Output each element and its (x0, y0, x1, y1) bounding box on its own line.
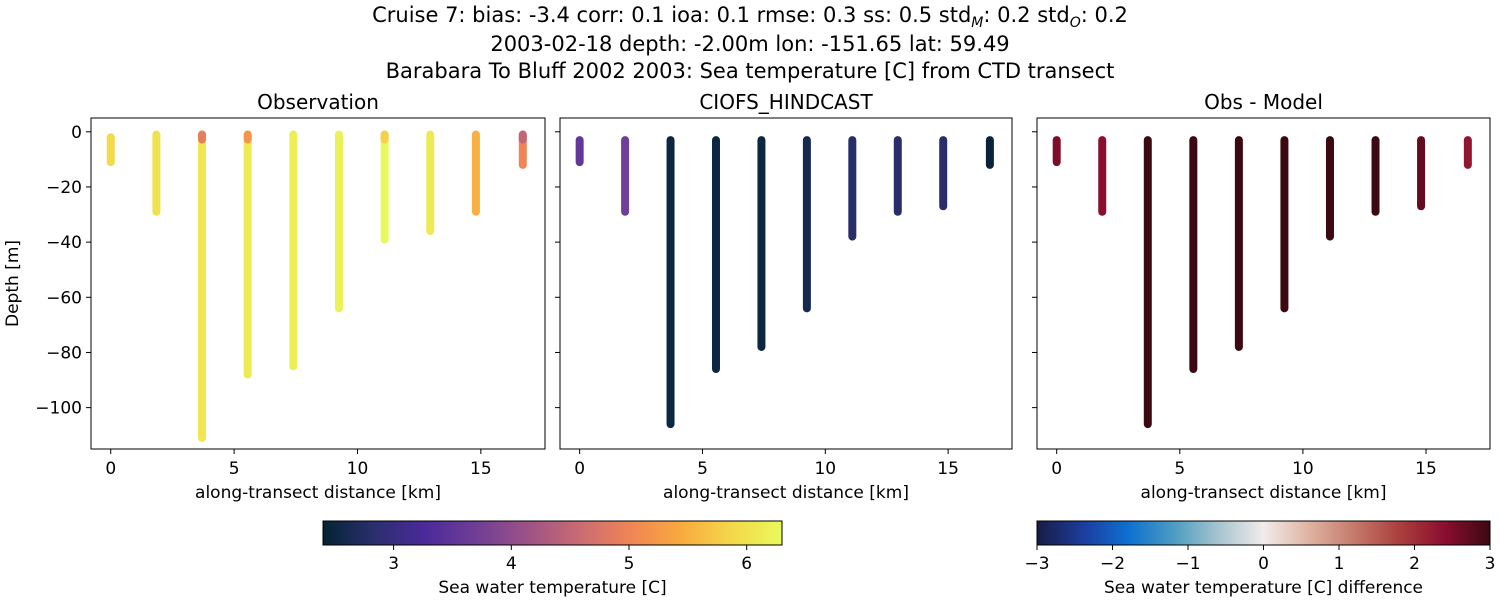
x-tick-label: 0 (105, 459, 116, 479)
colorbar-tick-label: 4 (506, 554, 517, 574)
x-tick-label: 5 (697, 459, 708, 479)
suptitle-line-1-text-a: Cruise 7: bias: -3.4 corr: 0.1 ioa: 0.1 … (372, 3, 972, 27)
panel-title: CIOFS_HINDCAST (699, 90, 873, 114)
panel-2: Obs - Model 0 5 10 15 along-transect distance… (1032, 90, 1491, 503)
x-tick-label: 15 (470, 459, 492, 479)
panel-title: Obs - Model (1204, 90, 1323, 114)
colorbar-tick-label: −3 (1024, 554, 1049, 574)
x-axis-label: along-transect distance [km] (195, 483, 441, 503)
colorbar-gradient (1036, 520, 1491, 546)
x-tick-label: 5 (229, 459, 240, 479)
axes-frame (90, 117, 546, 450)
suptitle-line-1-text-c: : 0.2 (1080, 3, 1128, 27)
suptitle-line-1-text-b: : 0.2 std (983, 3, 1070, 27)
colorbar-tick-label: 5 (624, 554, 635, 574)
colorbar-label: Sea water temperature [C] difference (1104, 578, 1423, 598)
colorbar-tick-label: 6 (741, 554, 752, 574)
y-tick-label: −40 (46, 233, 82, 253)
y-tick-label: 0 (71, 123, 82, 143)
suptitle-line-3: Barabara To Bluff 2002 2003: Sea tempera… (385, 59, 1115, 83)
suptitle-line-1: Cruise 7: bias: -3.4 corr: 0.1 ioa: 0.1 … (0, 3, 1500, 35)
y-axis-label: Depth [m] (3, 240, 23, 327)
colorbar-tick-label: −2 (1100, 554, 1125, 574)
colorbar-tick-label: 0 (1258, 554, 1269, 574)
suptitle-line-2: 2003-02-18 depth: -2.00m lon: -151.65 la… (490, 32, 1010, 56)
colorbar-tick-label: 3 (1485, 554, 1496, 574)
x-tick-label: 5 (1174, 459, 1185, 479)
colorbar-tick-label: 1 (1334, 554, 1345, 574)
x-tick-label: 15 (1415, 459, 1437, 479)
panel-1: CIOFS_HINDCAST 0 5 10 15 along-transect dista… (555, 90, 1013, 503)
x-axis-label: along-transect distance [km] (1141, 483, 1387, 503)
colorbar-label: Sea water temperature [C] (438, 578, 666, 598)
x-tick-label: 10 (347, 459, 369, 479)
x-tick-label: 10 (814, 459, 836, 479)
y-tick-label: −60 (46, 288, 82, 308)
x-tick-label: 0 (574, 459, 585, 479)
x-tick-label: 15 (937, 459, 959, 479)
colorbar-1: −3 −2 −1 0 1 2 3 Sea water temperature [C] diff… (1024, 520, 1496, 598)
x-axis-label: along-transect distance [km] (663, 483, 909, 503)
x-tick-label: 10 (1292, 459, 1314, 479)
suptitle-line-1-sub-o: O (1069, 15, 1081, 32)
axes-frame (559, 117, 1013, 450)
colorbar-gradient (322, 520, 783, 546)
colorbar-tick-label: 3 (388, 554, 399, 574)
panel-title: Observation (257, 90, 379, 114)
panel-0: Observation 0 5 10 15 0 −20 −40 −60 −80 −100 along-… (3, 90, 546, 503)
y-tick-label: −20 (46, 178, 82, 198)
y-tick-label: −100 (35, 399, 82, 419)
x-tick-label: 0 (1051, 459, 1062, 479)
axes-frame (1036, 117, 1491, 450)
colorbar-tick-label: 2 (1409, 554, 1420, 574)
colorbar-0: 3 4 5 6 Sea water temperature [C] (322, 520, 783, 598)
colorbar-tick-label: −1 (1175, 554, 1200, 574)
suptitle-line-1-sub-m: M (971, 15, 984, 32)
y-tick-label: −80 (46, 343, 82, 363)
